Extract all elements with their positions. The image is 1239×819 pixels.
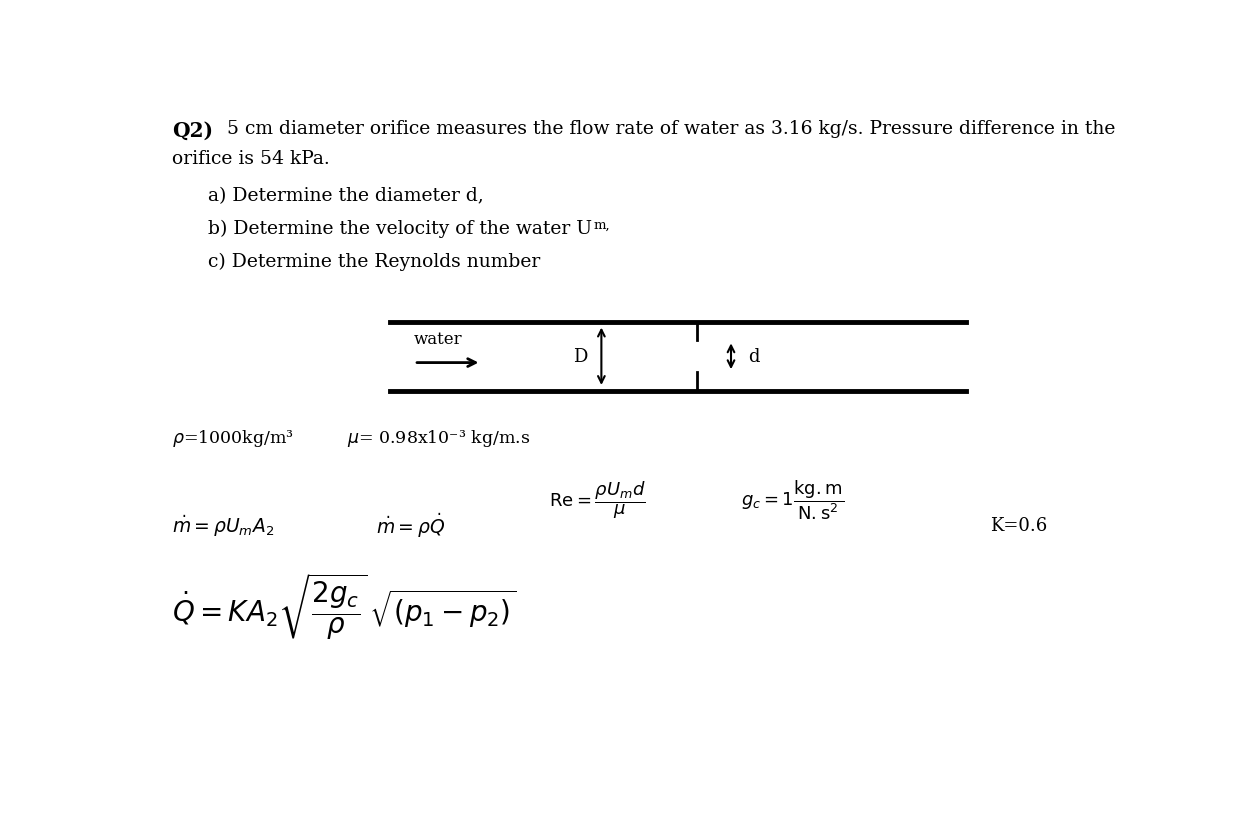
Text: 5 cm diameter orifice measures the flow rate of water as 3.16 kg/s. Pressure dif: 5 cm diameter orifice measures the flow … bbox=[227, 120, 1115, 138]
Text: $\rho$=1000kg/m³: $\rho$=1000kg/m³ bbox=[172, 428, 294, 449]
Text: d: d bbox=[748, 348, 760, 366]
Text: orifice is 54 kPa.: orifice is 54 kPa. bbox=[172, 150, 330, 168]
Text: $\mu$= 0.98x10⁻³ kg/m.s: $\mu$= 0.98x10⁻³ kg/m.s bbox=[347, 428, 530, 449]
Text: water: water bbox=[414, 331, 462, 348]
Text: $\mathrm{Re} = \dfrac{\rho U_m d}{\mu}$: $\mathrm{Re} = \dfrac{\rho U_m d}{\mu}$ bbox=[549, 479, 646, 521]
Text: m,: m, bbox=[593, 218, 611, 231]
Text: $g_c = 1\dfrac{\mathrm{kg.m}}{\mathrm{N.s}^2}$: $g_c = 1\dfrac{\mathrm{kg.m}}{\mathrm{N.… bbox=[741, 478, 844, 522]
Text: $\dot{m} = \rho U_m A_2$: $\dot{m} = \rho U_m A_2$ bbox=[172, 513, 274, 538]
Text: Q2): Q2) bbox=[172, 120, 213, 140]
Text: $\dot{m} = \rho \dot{Q}$: $\dot{m} = \rho \dot{Q}$ bbox=[375, 511, 445, 540]
Text: b) Determine the velocity of the water U: b) Determine the velocity of the water U bbox=[208, 219, 592, 238]
Text: c) Determine the Reynolds number: c) Determine the Reynolds number bbox=[208, 252, 540, 270]
Text: D: D bbox=[572, 348, 587, 366]
Text: a) Determine the diameter d,: a) Determine the diameter d, bbox=[208, 187, 483, 205]
Text: K=0.6: K=0.6 bbox=[990, 516, 1047, 534]
Text: $\dot{Q} = KA_2\sqrt{\dfrac{2g_c}{\rho}}\,\sqrt{\left(p_1 - p_2\right)}$: $\dot{Q} = KA_2\sqrt{\dfrac{2g_c}{\rho}}… bbox=[172, 571, 517, 641]
